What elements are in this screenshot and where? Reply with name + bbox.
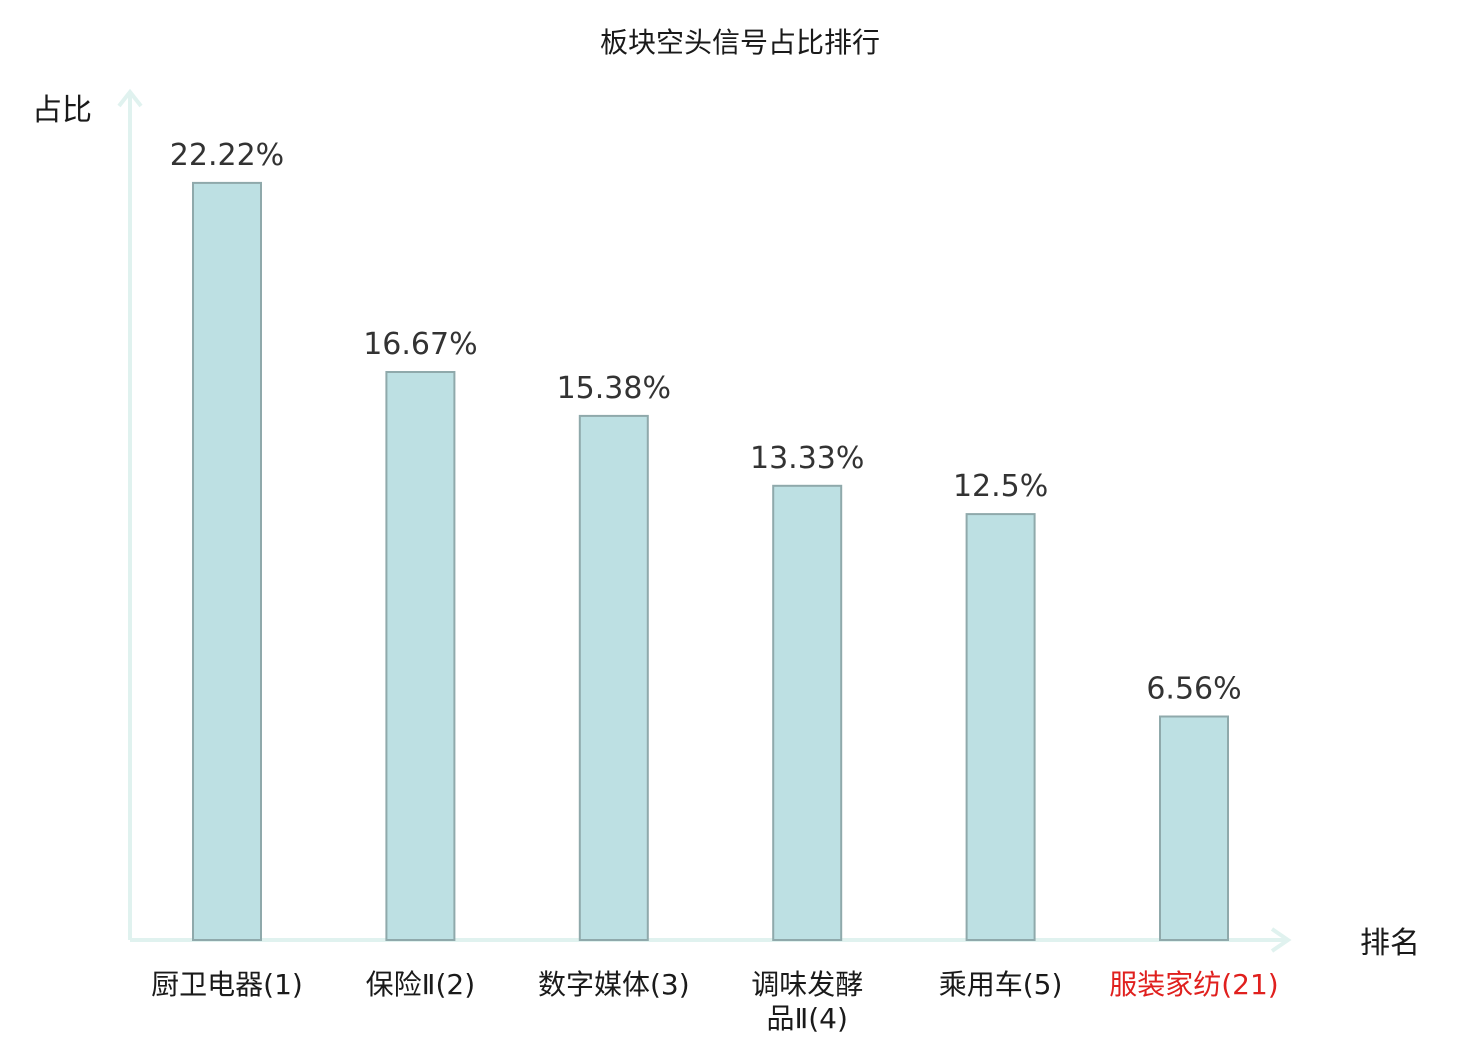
bar-1 (385, 371, 456, 941)
y-axis-arrow-icon (117, 88, 143, 108)
x-axis-label: 排名 (1360, 926, 1420, 961)
value-label-4: 12.5% (953, 469, 1048, 504)
chart-title: 板块空头信号占比排行 (600, 26, 880, 59)
value-label-2: 15.38% (557, 371, 671, 406)
bar-2 (578, 414, 649, 941)
value-labels-group: 22.22% 16.67% 15.38% 13.33% 12.5% 6.56% (170, 138, 1242, 707)
value-label-0: 22.22% (170, 138, 284, 173)
value-label-5: 6.56% (1146, 672, 1241, 707)
bar-4 (965, 513, 1036, 941)
category-label-5: 服装家纺(21) (1109, 968, 1278, 1001)
value-label-3: 13.33% (750, 441, 864, 476)
category-label-1: 保险Ⅱ(2) (366, 968, 475, 1001)
bars-group (192, 181, 1229, 941)
category-label-0: 厨卫电器(1) (151, 968, 303, 1001)
y-axis-label: 占比 (32, 93, 92, 128)
bar-0 (192, 181, 262, 941)
value-label-1: 16.67% (363, 327, 477, 362)
bar-3 (772, 484, 843, 941)
category-label-3-line-0: 调味发酵 (751, 968, 863, 1001)
x-axis-arrow-icon (1270, 927, 1292, 953)
category-label-3-line-1: 品Ⅱ(4) (766, 1002, 847, 1035)
bar-5 (1159, 715, 1229, 941)
category-label-4: 乘用车(5) (939, 968, 1063, 1001)
category-label-2: 数字媒体(3) (538, 968, 690, 1001)
